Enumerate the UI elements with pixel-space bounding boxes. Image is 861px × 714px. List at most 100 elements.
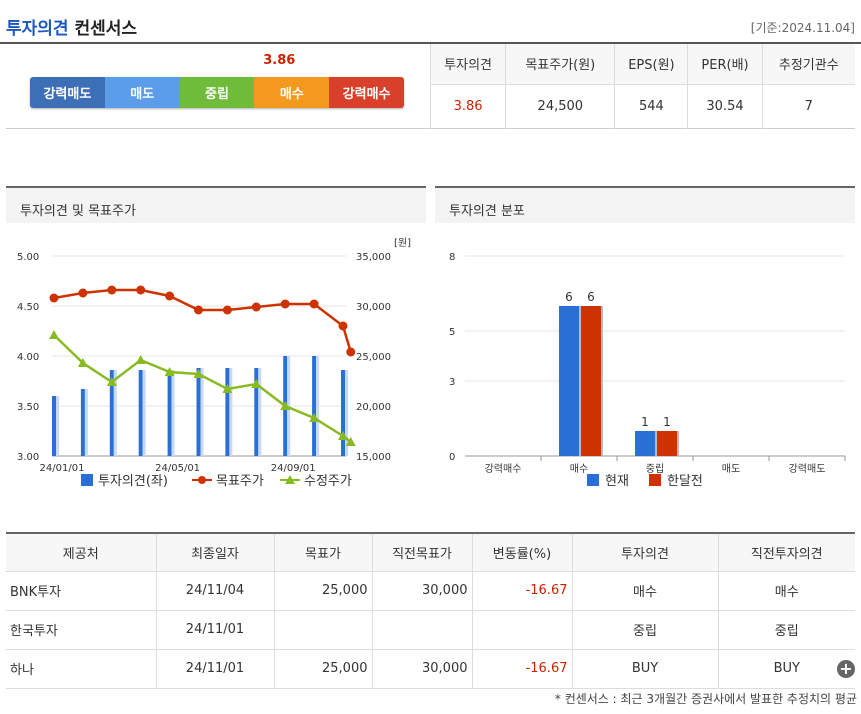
opinion-bar-shadow [113, 370, 117, 456]
opinion-bar [167, 370, 172, 456]
list-col-header: 제공처 [6, 532, 157, 572]
summary-value: 544 [614, 84, 688, 129]
legend-label-current: 현재 [605, 474, 629, 489]
summary-value: 3.86 [429, 84, 506, 129]
adjusted-price-point [309, 413, 320, 422]
y-axis-tick-label: 8 [449, 252, 455, 263]
adjusted-price-point [338, 431, 348, 440]
opinion-bar-shadow [345, 370, 348, 456]
legend-label-target: 목표주가 [216, 474, 264, 489]
page-header: 투자의견 컨센서스 [기준:2024.11.04] [0, 0, 861, 44]
opinion-bar-shadow [56, 396, 59, 456]
base-date: [기준:2024.11.04] [750, 21, 855, 35]
table-cell: -16.67 [471, 570, 573, 611]
target-price-point [194, 305, 203, 315]
right-axis-tick-label: 25,000 [356, 352, 391, 363]
table-cell: 중립 [717, 609, 855, 650]
distribution-data-label: 6 [565, 290, 573, 304]
distribution-bar [657, 431, 677, 456]
table-cell: 중립 [571, 609, 719, 650]
summary-col-header: EPS(원) [614, 44, 688, 85]
plus-circle-icon[interactable]: + [837, 660, 855, 678]
summary-table: 투자의견 목표주가(원) EPS(원) PER(배) 추정기관수 3.86 24,500 5… [429, 44, 855, 129]
right-axis-tick-label: 15,000 [356, 452, 391, 463]
legend-swatch-month-ago [649, 474, 661, 486]
opinion-bar-shadow [142, 370, 146, 456]
summary-col-header: PER(배) [687, 44, 763, 85]
list-col-header: 직전투자의견 [717, 532, 855, 572]
opinion-bar-shadow [229, 368, 233, 456]
opinion-bar-shadow [287, 356, 291, 456]
footnote: * 컨센서스 : 최근 3개월간 증권사에서 발표한 추정치의 평균 [554, 692, 857, 706]
summary-value: 24,500 [505, 84, 615, 129]
table-cell: 매수 [571, 570, 719, 611]
opinion-bar-shadow [200, 368, 204, 456]
left-axis-tick-label: 3.50 [17, 402, 39, 413]
table-cell: 30,000 [371, 570, 473, 611]
distribution-bar [581, 306, 601, 456]
table-cell: BUY [717, 648, 855, 689]
x-axis-category-label: 매도 [722, 463, 740, 475]
x-axis-tick-label: 24/05/01 [155, 463, 200, 474]
opinion-pointer-icon [274, 71, 285, 78]
opinion-bar-shadow [316, 356, 320, 456]
opinion-bar-shadow [171, 370, 175, 456]
table-cell: 한국투자 [6, 609, 157, 650]
opinion-bar-shadow [258, 368, 262, 456]
y-axis-tick-label: 5 [449, 327, 455, 338]
list-col-header: 변동률(%) [471, 532, 573, 572]
table-row: BNK투자 24/11/04 25,000 30,000 -16.67 매수 매수 [6, 570, 855, 611]
target-price-point [346, 347, 356, 357]
page-title: 투자의견 컨센서스 [6, 14, 137, 39]
opinion-target-chart: 5.00 4.50 4.00 3.50 3.00 35,000 30,000 25,000 20… [17, 237, 411, 489]
target-price-point [309, 299, 319, 309]
target-price-line [53, 288, 352, 353]
opinion-bar [312, 356, 317, 456]
table-cell: 24/11/04 [155, 570, 275, 611]
adjusted-price-point [193, 369, 204, 378]
table-row: 하나 24/11/01 25,000 30,000 -16.67 BUY BUY [6, 648, 855, 689]
scale-segment-1: 매도 [104, 77, 180, 108]
y-axis-tick-label: 3 [449, 377, 455, 388]
opinion-bar [109, 370, 114, 456]
legend-label-opinion: 투자의견(좌) [98, 474, 168, 489]
target-price-point [280, 299, 290, 309]
table-cell: 25,000 [273, 648, 373, 689]
x-axis-tick-label: 24/01/01 [40, 463, 85, 474]
chart1-title: 투자의견 및 목표주가 [6, 186, 426, 223]
x-axis-tick-label: 24/09/01 [271, 463, 316, 474]
chart2-title: 투자의견 분포 [435, 186, 855, 223]
target-price-point [49, 293, 59, 303]
x-axis-category-label: 강력매도 [789, 463, 826, 475]
opinion-distribution-chart-panel: 투자의견 분포 8 5 3 0 강력매수 매수 6 6 중립 1 1 매도 강력매도 현재 한달전 [435, 186, 855, 493]
legend-label-month-ago: 한달전 [667, 474, 703, 489]
target-price-point [136, 285, 146, 295]
distribution-bar [559, 306, 579, 456]
adjusted-price-point [280, 401, 291, 410]
left-axis-tick-label: 3.00 [17, 452, 39, 463]
table-cell: BUY [571, 648, 719, 689]
x-axis-category-label: 매수 [570, 463, 588, 475]
distribution-bar-shadow [579, 306, 581, 456]
opinion-pointer-value: 3.86 [263, 53, 296, 68]
opinion-bar [196, 368, 201, 456]
legend-swatch-target-point [198, 476, 206, 484]
opinion-bar [52, 396, 56, 456]
adjusted-price-point [106, 377, 117, 386]
x-axis-category-label: 강력매수 [485, 463, 522, 475]
target-price-point [251, 302, 261, 312]
adjusted-price-point [135, 355, 146, 364]
opinion-bar [80, 389, 85, 456]
consensus-summary: 3.86 강력매도 매도 중립 매수 강력매수 투자의견 목표주가(원) EPS(원) PER… [6, 44, 855, 129]
title-rest: 컨센서스 [74, 19, 138, 39]
left-axis-tick-label: 5.00 [17, 252, 39, 263]
legend-label-adjusted: 수정주가 [304, 474, 352, 489]
target-price-point [222, 305, 232, 315]
distribution-data-label: 6 [587, 290, 595, 304]
right-axis-unit: [원] [394, 237, 411, 249]
target-price-point [107, 285, 117, 295]
table-cell [471, 609, 573, 650]
broker-list-table: 제공처 최종일자 목표가 직전목표가 변동률(%) 투자의견 직전투자의견 BNK투자 24/… [6, 532, 855, 689]
table-cell [371, 609, 473, 650]
summary-col-header: 추정기관수 [761, 44, 855, 85]
